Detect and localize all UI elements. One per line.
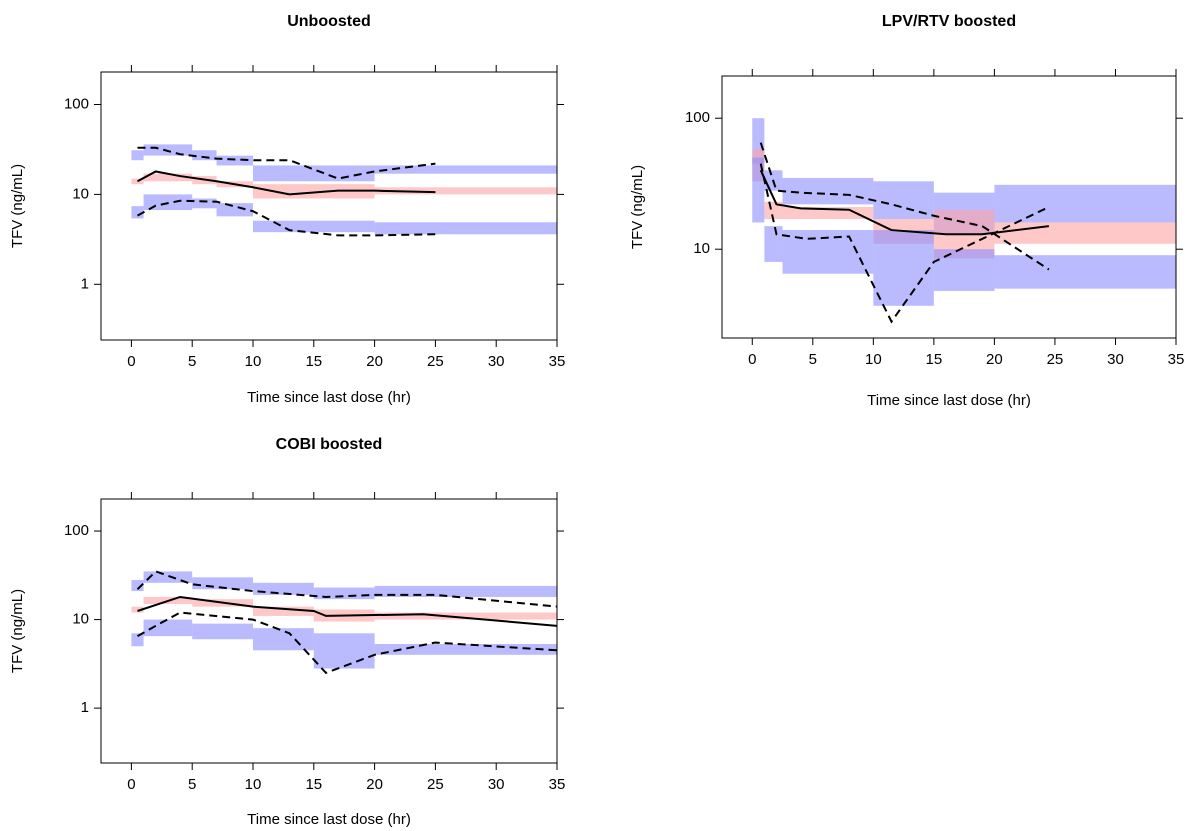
plot-frame	[721, 75, 1177, 339]
interval-band	[374, 222, 557, 235]
y-tick-label: 100	[64, 522, 89, 539]
interval-band	[192, 150, 217, 161]
x-tick-label: 0	[748, 351, 756, 368]
interval-band	[933, 249, 995, 291]
y-tick-label: 1	[81, 699, 89, 716]
interval-band	[994, 184, 1176, 223]
plot-frame	[100, 71, 558, 341]
x-axis-label: Time since last dose (hr)	[867, 392, 1031, 409]
interval-band	[253, 165, 375, 182]
interval-band	[313, 587, 375, 600]
y-tick-label: 1	[81, 275, 89, 292]
x-tick-label: 5	[188, 353, 196, 370]
interval-band	[764, 226, 783, 262]
x-tick-label: 0	[127, 353, 135, 370]
median-line	[137, 595, 558, 627]
x-tick-label: 35	[549, 353, 566, 370]
chart-title: Unboosted	[287, 13, 371, 30]
percentile-line	[759, 163, 1050, 324]
interval-band	[253, 184, 375, 199]
x-tick-label: 20	[366, 776, 383, 793]
x-tick-label: 15	[305, 776, 322, 793]
y-axis-label: TFV (ng/mL)	[9, 589, 26, 673]
percentile-line	[136, 611, 558, 675]
interval-band	[374, 585, 557, 597]
interval-band	[216, 203, 253, 217]
x-tick-label: 25	[427, 776, 444, 793]
interval-band	[253, 582, 314, 595]
y-axis-label: TFV (ng/mL)	[9, 164, 26, 248]
x-tick-label: 0	[127, 776, 135, 793]
interval-band	[131, 579, 144, 592]
y-tick-label: 10	[72, 611, 89, 628]
interval-band	[873, 230, 934, 306]
interval-band	[131, 606, 144, 613]
interval-band	[782, 177, 874, 205]
interval-band	[192, 198, 217, 209]
x-tick-label: 35	[549, 776, 566, 793]
x-tick-label: 5	[188, 776, 196, 793]
y-axis-label: TFV (ng/mL)	[629, 165, 646, 249]
chart-title: COBI boosted	[276, 436, 383, 453]
interval-band	[253, 628, 314, 651]
x-tick-label: 10	[865, 351, 882, 368]
y-tick-label: 100	[64, 95, 89, 112]
median-line	[137, 170, 436, 196]
x-tick-label: 15	[926, 351, 943, 368]
interval-band	[253, 606, 314, 616]
interval-band	[131, 150, 144, 161]
chart-title: LPV/RTV boosted	[882, 13, 1016, 30]
interval-band	[131, 633, 144, 647]
x-tick-label: 30	[1107, 351, 1124, 368]
interval-band	[374, 643, 557, 655]
plot-frame	[100, 498, 558, 764]
x-axis-label: Time since last dose (hr)	[247, 389, 411, 406]
interval-band	[131, 178, 144, 185]
interval-band	[143, 571, 193, 583]
interval-band	[192, 577, 253, 590]
interval-band	[143, 619, 193, 637]
x-tick-label: 5	[809, 351, 817, 368]
interval-band	[374, 187, 557, 195]
x-tick-label: 30	[488, 353, 505, 370]
interval-band	[253, 220, 375, 233]
x-tick-label: 20	[986, 351, 1003, 368]
percentile-line	[136, 199, 436, 237]
x-tick-label: 25	[1047, 351, 1064, 368]
interval-band	[374, 612, 557, 620]
x-tick-label: 10	[245, 776, 262, 793]
median-line	[759, 169, 1050, 236]
interval-band	[994, 255, 1176, 289]
interval-band	[143, 173, 193, 182]
x-tick-label: 20	[366, 353, 383, 370]
interval-band	[131, 206, 144, 219]
x-tick-label: 35	[1168, 351, 1185, 368]
interval-band	[764, 201, 783, 220]
x-tick-label: 30	[488, 776, 505, 793]
y-tick-label: 10	[693, 240, 710, 257]
x-tick-label: 25	[427, 353, 444, 370]
y-tick-label: 100	[685, 109, 710, 126]
y-tick-label: 10	[72, 185, 89, 202]
interval-band	[216, 155, 253, 166]
x-axis-label: Time since last dose (hr)	[247, 811, 411, 828]
x-tick-label: 10	[245, 353, 262, 370]
interval-band	[374, 165, 557, 174]
interval-band	[192, 623, 253, 640]
interval-band	[313, 633, 375, 669]
percentile-line	[137, 146, 436, 180]
interval-band	[994, 222, 1176, 244]
percentile-line	[759, 142, 1050, 271]
percentile-line	[136, 570, 558, 608]
x-tick-label: 15	[305, 353, 322, 370]
